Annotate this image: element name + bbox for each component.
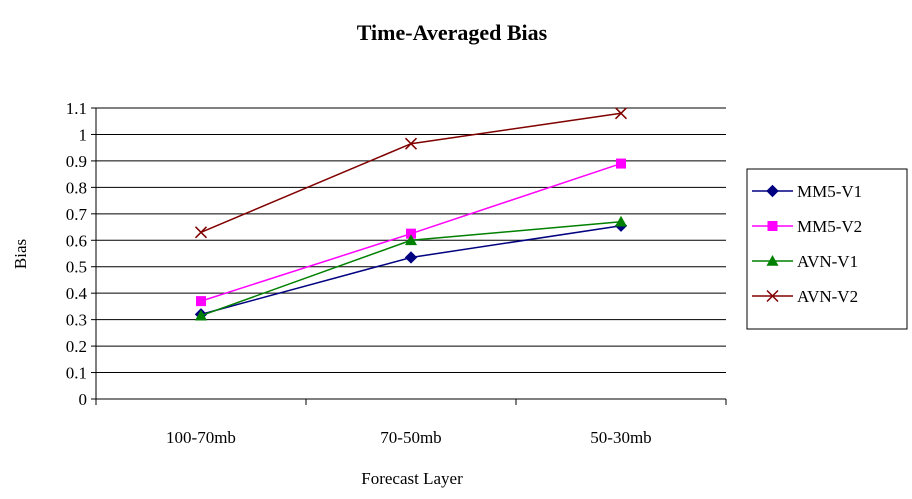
- y-tick-label: 0.4: [66, 284, 88, 303]
- y-tick-label: 0.1: [66, 364, 87, 383]
- tick-labels: 0 0.1 0.2 0.3 0.4 0.5 0.6 0.7 0.8 0.9 1 1.1 100-70mb…: [66, 99, 652, 447]
- legend: MM5-V1 MM5-V2 AVN-V1 AVN-V2: [747, 169, 907, 329]
- data-point: [406, 252, 417, 263]
- x-axis-label: Forecast Layer: [361, 469, 463, 488]
- y-axis-label: Bias: [11, 239, 30, 269]
- x-tick-label: 50-30mb: [590, 428, 651, 447]
- legend-label: AVN-V1: [797, 252, 858, 271]
- y-tick-label: 0.9: [66, 152, 87, 171]
- y-tick-label: 0.8: [66, 178, 87, 197]
- legend-marker: [768, 221, 778, 231]
- y-tick-label: 0.7: [66, 205, 88, 224]
- legend-label: MM5-V1: [797, 182, 862, 201]
- series-line: [201, 113, 621, 232]
- y-tick-label: 0: [79, 390, 88, 409]
- y-tick-label: 0.5: [66, 258, 87, 277]
- legend-label: MM5-V2: [797, 217, 862, 236]
- data-point: [196, 296, 206, 306]
- data-point: [196, 227, 207, 238]
- legend-label: AVN-V2: [797, 287, 858, 306]
- series-mm5-v2: [196, 159, 626, 307]
- x-tick-label: 100-70mb: [166, 428, 236, 447]
- x-tick-label: 70-50mb: [380, 428, 441, 447]
- chart-title: Time-Averaged Bias: [357, 20, 548, 45]
- y-tick-label: 0.6: [66, 231, 87, 250]
- data-point: [616, 159, 626, 169]
- y-tick-label: 1.1: [66, 99, 87, 118]
- series-avn-v2: [196, 108, 627, 238]
- y-tick-label: 1: [79, 125, 88, 144]
- y-tick-label: 0.2: [66, 337, 87, 356]
- data-point: [615, 216, 627, 227]
- y-tick-label: 0.3: [66, 311, 87, 330]
